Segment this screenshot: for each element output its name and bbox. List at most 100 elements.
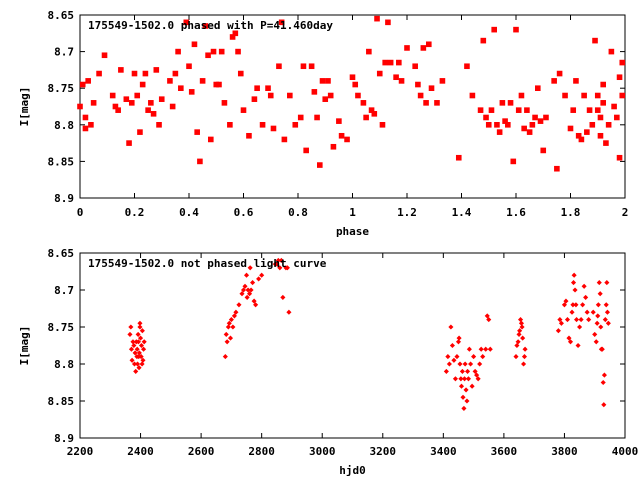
x-tick-label: 2 (622, 206, 629, 219)
data-point (247, 265, 253, 271)
data-point (423, 100, 429, 106)
x-tick-label: 0.2 (125, 206, 145, 219)
data-point (393, 74, 399, 81)
data-point (130, 339, 136, 345)
data-point (472, 368, 478, 374)
data-point (484, 313, 490, 319)
data-point (465, 368, 471, 374)
data-point (478, 346, 484, 352)
data-point (518, 320, 524, 326)
data-point (227, 122, 233, 128)
x-tick-label: 0.4 (179, 206, 199, 219)
data-point (594, 320, 600, 326)
data-point (462, 361, 468, 367)
data-point (457, 361, 463, 367)
data-point (338, 132, 345, 139)
data-point (577, 324, 583, 330)
y-tick-label: 8.85 (48, 395, 75, 408)
data-point (596, 280, 602, 286)
data-point (555, 328, 561, 334)
data-point (454, 354, 460, 360)
data-point (605, 122, 612, 128)
data-point (510, 158, 517, 165)
data-point (79, 81, 86, 88)
data-point (235, 48, 241, 55)
data-point (468, 361, 474, 367)
data-point (515, 339, 521, 345)
data-point (532, 114, 538, 121)
data-point (178, 85, 184, 91)
data-point (586, 107, 593, 113)
y-axis-label: I[mag] (18, 326, 31, 366)
data-point (134, 346, 140, 352)
data-point (598, 324, 604, 330)
data-point (230, 324, 236, 330)
data-point (82, 114, 89, 121)
data-point (611, 103, 617, 110)
data-point (82, 125, 89, 132)
data-point (496, 129, 503, 135)
y-tick-label: 8.8 (54, 358, 74, 371)
data-point (218, 48, 225, 55)
data-point (169, 103, 176, 110)
data-point (150, 111, 157, 117)
data-point (137, 129, 143, 135)
data-point (464, 398, 470, 404)
data-point (561, 302, 567, 308)
data-point (141, 339, 147, 345)
data-point (251, 96, 258, 102)
data-point (131, 342, 137, 349)
x-tick-label: 1 (349, 206, 356, 219)
data-point (515, 107, 522, 113)
data-point (278, 257, 284, 263)
data-point (233, 309, 239, 315)
data-point (225, 324, 231, 330)
data-point (521, 125, 527, 132)
data-point (529, 122, 536, 128)
data-point (158, 96, 165, 102)
data-point (236, 302, 242, 308)
x-tick-label: 2800 (248, 445, 275, 458)
data-point (300, 63, 307, 70)
data-point (471, 354, 477, 360)
data-point (477, 107, 484, 113)
data-point (594, 107, 601, 113)
x-tick-label: 1.6 (506, 206, 526, 219)
data-point (270, 125, 277, 132)
data-point (570, 107, 577, 113)
y-tick-label: 8.9 (54, 192, 74, 205)
data-point (77, 103, 83, 110)
data-point (221, 100, 228, 106)
x-tick-label: 1.2 (397, 206, 417, 219)
data-point (132, 350, 138, 356)
data-point (600, 81, 606, 88)
data-point (366, 48, 372, 55)
data-point (216, 81, 222, 88)
data-point (581, 92, 587, 99)
data-point (483, 346, 489, 352)
data-point (439, 78, 446, 84)
y-tick-label: 8.85 (48, 155, 75, 168)
data-point (239, 291, 245, 297)
data-point (502, 118, 508, 124)
data-point (138, 335, 144, 341)
data-point (619, 92, 626, 99)
data-point (247, 291, 253, 297)
data-point (592, 37, 598, 44)
data-point (126, 140, 132, 146)
data-point (578, 317, 584, 323)
data-point (603, 140, 609, 146)
plot-frame (79, 252, 626, 439)
data-point (605, 320, 611, 326)
data-point (319, 78, 326, 84)
data-point (141, 346, 147, 352)
data-point (428, 85, 435, 91)
data-point (387, 59, 394, 66)
data-point (451, 357, 457, 363)
data-point (456, 335, 462, 341)
data-point (575, 342, 581, 349)
data-point (460, 394, 466, 400)
data-point (448, 324, 454, 330)
data-point (274, 261, 280, 267)
data-point (404, 45, 410, 51)
